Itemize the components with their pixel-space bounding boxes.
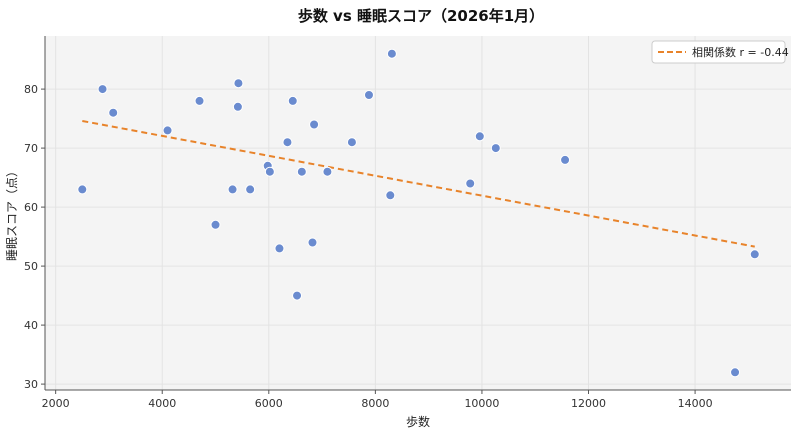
data-point bbox=[490, 143, 501, 154]
data-point bbox=[474, 131, 485, 142]
chart-title: 歩数 vs 睡眠スコア（2026年1月） bbox=[298, 7, 544, 25]
x-tick-label: 4000 bbox=[148, 397, 176, 410]
grid-lines bbox=[45, 36, 791, 390]
x-tick-label: 8000 bbox=[361, 397, 389, 410]
data-point bbox=[264, 166, 275, 177]
data-points bbox=[77, 48, 760, 378]
y-tick-label: 40 bbox=[24, 319, 38, 332]
y-tick-label: 70 bbox=[24, 142, 38, 155]
x-tick-label: 2000 bbox=[42, 397, 70, 410]
data-point bbox=[465, 178, 476, 189]
plot-area bbox=[45, 36, 791, 390]
data-point bbox=[363, 90, 374, 100]
data-point bbox=[322, 166, 333, 177]
data-point bbox=[227, 184, 238, 195]
axes: 2000 4000 6000 8000 10000 12000 14000 30 40 50 60 7… bbox=[24, 36, 791, 410]
y-tick-label: 80 bbox=[24, 83, 38, 96]
data-point bbox=[346, 137, 357, 148]
data-point bbox=[386, 48, 397, 59]
data-point bbox=[108, 107, 119, 118]
data-point bbox=[296, 166, 307, 177]
legend-trend-label: 相関係数 r = -0.44 bbox=[692, 46, 789, 59]
y-tick-label: 30 bbox=[24, 378, 38, 391]
x-tick-label: 10000 bbox=[464, 397, 499, 410]
data-point bbox=[730, 367, 741, 378]
data-point bbox=[309, 119, 320, 130]
y-tick-label: 50 bbox=[24, 260, 38, 273]
data-point bbox=[97, 84, 108, 95]
data-point bbox=[232, 101, 243, 112]
y-tick-label: 60 bbox=[24, 201, 38, 214]
y-axis-title: 睡眠スコア（点） bbox=[5, 165, 19, 261]
x-tick-label: 6000 bbox=[255, 397, 283, 410]
data-point bbox=[287, 95, 298, 106]
data-point bbox=[210, 219, 221, 230]
data-point bbox=[560, 154, 571, 165]
data-point bbox=[194, 95, 205, 106]
x-tick-label: 14000 bbox=[678, 397, 713, 410]
data-point bbox=[245, 184, 256, 195]
data-point bbox=[385, 190, 396, 201]
legend-box bbox=[651, 40, 786, 64]
x-axis-title: 歩数 bbox=[406, 414, 430, 429]
x-tick-label: 12000 bbox=[571, 397, 606, 410]
data-point bbox=[77, 184, 88, 195]
data-point bbox=[233, 78, 244, 89]
data-point bbox=[162, 125, 173, 136]
data-point bbox=[282, 137, 293, 148]
legend: 相関係数 r = -0.44 bbox=[651, 40, 789, 64]
trend-line-layer bbox=[82, 119, 755, 248]
data-point bbox=[274, 243, 285, 254]
data-point bbox=[307, 237, 318, 248]
trend-line bbox=[82, 119, 755, 248]
data-point bbox=[749, 249, 760, 260]
data-point bbox=[292, 290, 303, 301]
